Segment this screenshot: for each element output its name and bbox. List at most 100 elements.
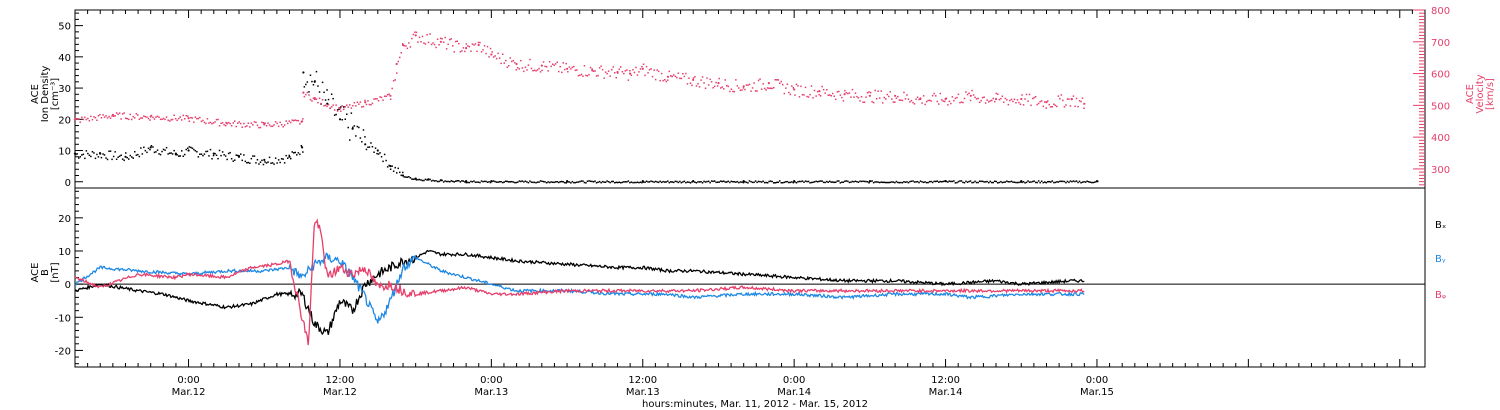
density-point <box>399 171 401 174</box>
velocity-point <box>595 75 598 77</box>
velocity-point <box>1075 97 1078 100</box>
density-point <box>503 181 505 183</box>
velocity-point <box>442 41 445 43</box>
velocity-point <box>137 114 139 116</box>
velocity-point <box>833 95 835 97</box>
density-point <box>792 181 795 184</box>
velocity-point <box>323 105 325 107</box>
density-point <box>795 182 798 184</box>
velocity-point <box>405 45 407 47</box>
density-point <box>497 181 499 183</box>
density-point <box>868 180 872 183</box>
velocity-point <box>76 118 78 120</box>
density-point <box>108 150 110 152</box>
velocity-point <box>591 68 593 70</box>
density-point <box>860 180 863 183</box>
density-point <box>439 179 442 182</box>
date-tick-label: Mar.15 <box>1080 387 1114 398</box>
density-point <box>280 158 283 160</box>
velocity-point <box>897 95 899 98</box>
velocity-point <box>639 68 642 70</box>
density-point <box>389 165 392 168</box>
density-point <box>185 148 187 151</box>
density-point <box>638 181 640 184</box>
velocity-point <box>548 61 551 63</box>
velocity-point <box>1057 95 1060 97</box>
density-point <box>965 180 967 183</box>
velocity-point <box>597 74 599 77</box>
density-point <box>538 181 540 183</box>
density-point <box>753 181 755 184</box>
velocity-point <box>336 110 339 112</box>
velocity-point <box>311 100 313 102</box>
density-point <box>653 181 655 183</box>
left-tick-label: -20 <box>55 346 71 357</box>
velocity-point <box>178 117 180 120</box>
velocity-point <box>476 50 478 53</box>
velocity-point <box>959 101 961 104</box>
velocity-point <box>84 116 86 119</box>
velocity-point <box>498 57 501 59</box>
density-point <box>931 181 934 184</box>
velocity-point <box>117 113 119 116</box>
density-point <box>162 148 165 151</box>
density-point <box>520 180 522 183</box>
density-point <box>841 181 843 183</box>
velocity-point <box>793 88 796 91</box>
velocity-point <box>361 106 363 108</box>
velocity-point <box>203 121 206 124</box>
velocity-point <box>417 41 419 43</box>
density-point <box>256 159 259 161</box>
density-point <box>872 181 875 184</box>
velocity-point <box>1013 98 1016 101</box>
velocity-point <box>401 43 405 47</box>
density-point <box>998 181 1001 184</box>
velocity-point <box>683 75 686 78</box>
density-point <box>417 178 419 181</box>
density-point <box>597 181 599 183</box>
density-point <box>801 180 804 182</box>
velocity-point <box>87 117 89 120</box>
density-point <box>323 91 325 94</box>
velocity-point <box>866 92 869 94</box>
density-point <box>621 181 624 184</box>
velocity-point <box>869 91 872 94</box>
velocity-point <box>302 118 304 120</box>
velocity-point <box>335 104 337 106</box>
velocity-point <box>1081 97 1084 99</box>
density-point <box>430 180 433 182</box>
time-tick-label: 0:00 <box>783 375 805 386</box>
velocity-point <box>944 100 946 103</box>
density-point <box>732 181 734 183</box>
density-point <box>592 181 595 183</box>
density-point <box>258 163 260 165</box>
velocity-point <box>1074 105 1076 108</box>
density-point <box>364 143 367 146</box>
time-tick-label: 0:00 <box>1086 375 1108 386</box>
density-point <box>394 166 396 169</box>
density-point <box>515 181 518 184</box>
density-point <box>262 163 265 166</box>
density-point <box>793 180 796 183</box>
density-point <box>120 154 122 156</box>
velocity-point <box>877 90 879 92</box>
velocity-point <box>745 84 748 86</box>
density-point <box>807 180 810 183</box>
density-point <box>698 181 701 183</box>
density-point <box>212 154 215 157</box>
density-point <box>364 136 366 138</box>
velocity-point <box>963 97 966 100</box>
density-point <box>919 180 922 182</box>
velocity-point <box>721 86 723 88</box>
density-point <box>816 181 819 183</box>
velocity-point <box>392 80 395 82</box>
density-point <box>641 180 644 183</box>
velocity-point <box>408 42 410 44</box>
velocity-point <box>1015 102 1017 104</box>
density-point <box>203 153 206 155</box>
velocity-point <box>352 104 354 107</box>
velocity-point <box>444 36 446 39</box>
velocity-point <box>477 41 480 44</box>
velocity-point <box>848 92 851 94</box>
velocity-point <box>197 117 200 120</box>
